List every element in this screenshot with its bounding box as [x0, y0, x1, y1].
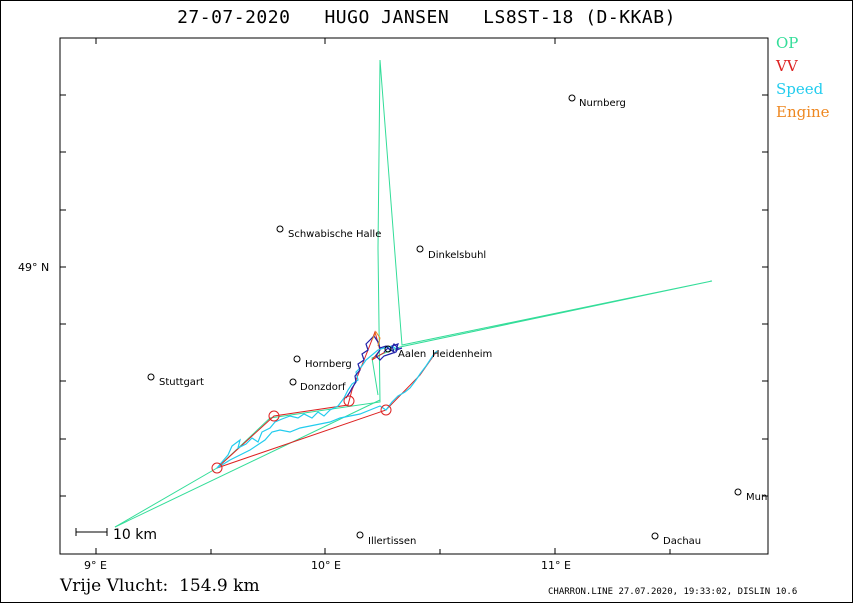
- legend-engine: Engine: [776, 103, 830, 121]
- place-label-dinkelsbuhl: Dinkelsbuhl: [428, 250, 486, 261]
- place-label-nurnberg: Nurnberg: [579, 98, 626, 109]
- place-label-hornberg: Hornberg: [305, 359, 352, 370]
- scale-bar: [75, 528, 108, 536]
- place-label-donzdorf: Donzdorf: [300, 382, 346, 393]
- legend-speed: Speed: [776, 80, 824, 98]
- credit-line: CHARRON.LINE 27.07.2020, 19:33:02, DISLI…: [548, 587, 798, 597]
- turnpoint-circles: [211, 395, 392, 474]
- place-label-munchen: Mun: [746, 492, 767, 503]
- place-label-stuttgart: Stuttgart: [159, 377, 204, 388]
- scale-bar-label: 10 km: [113, 527, 157, 543]
- page-title: 27-07-2020 HUGO JANSEN LS8ST-18 (D-KKAB): [177, 7, 676, 28]
- x-ticks: [95, 38, 671, 554]
- y-ticks-left: [60, 94, 66, 497]
- place-markers: [147, 94, 742, 540]
- plot-border: [59, 37, 769, 555]
- speed-track: [216, 345, 438, 469]
- legend-op: OP: [776, 34, 799, 52]
- engine-track: [371, 331, 381, 347]
- place-label-illertissen: Illertissen: [368, 536, 416, 547]
- x-tick-label-9: 9° E: [84, 559, 107, 572]
- legend-vv: VV: [776, 57, 798, 75]
- y-tick-label-49: 49° N: [18, 261, 49, 274]
- y-ticks-right: [762, 94, 768, 497]
- op-route: [114, 59, 713, 528]
- x-tick-label-11: 11° E: [541, 559, 571, 572]
- place-label-heidenheim: Heidenheim: [432, 349, 492, 360]
- x-tick-label-10: 10° E: [311, 559, 341, 572]
- free-flight-distance: Vrije Vlucht: 154.9 km: [60, 576, 260, 596]
- climb-track: [345, 335, 403, 399]
- place-label-dachau: Dachau: [663, 536, 701, 547]
- place-label-aalen: Aalen: [398, 349, 426, 360]
- place-label-schwabische-halle: Schwabische Halle: [288, 229, 381, 240]
